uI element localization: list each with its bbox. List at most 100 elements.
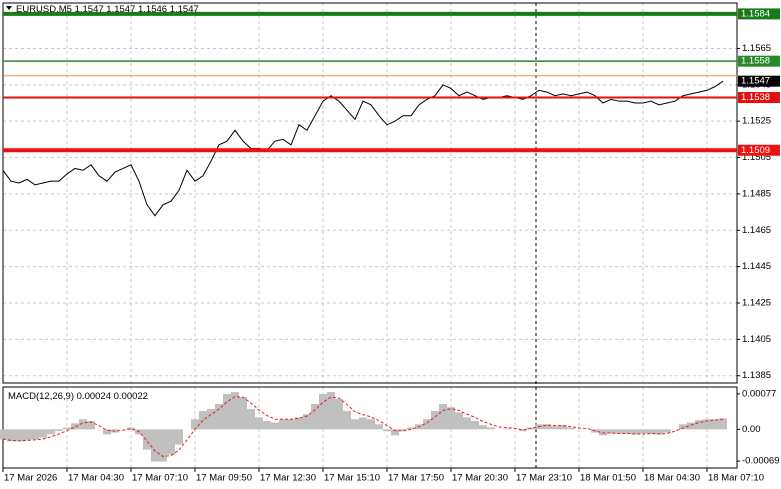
macd-bar: [143, 429, 151, 450]
macd-bar: [695, 420, 703, 430]
x-tick-label: 17 Mar 23:10: [516, 473, 572, 484]
macd-bar: [551, 426, 559, 430]
x-tick-label: 18 Mar 04:30: [644, 473, 700, 484]
macd-bar: [151, 429, 159, 462]
macd-bar: [615, 429, 623, 434]
macd-bar: [15, 429, 23, 442]
y-tick-label: 1.1405: [742, 334, 771, 345]
x-tick-label: 17 Mar 2026: [4, 473, 57, 484]
macd-bar: [663, 429, 671, 433]
macd-bar: [623, 429, 631, 434]
y-tick-label: 1.1485: [742, 188, 771, 199]
x-tick-label: 17 Mar 12:30: [260, 473, 316, 484]
macd-bar: [639, 429, 647, 434]
level-tag-label: 1.1584: [741, 8, 770, 19]
macd-bar: [335, 398, 343, 430]
macd-bar: [423, 419, 431, 430]
macd-bar: [327, 392, 335, 430]
macd-bar: [407, 427, 415, 430]
macd-bar: [711, 419, 719, 430]
macd-bar: [319, 393, 327, 430]
macd-bar: [263, 421, 271, 430]
grid-layer: [2, 3, 737, 468]
main-panel-frame: [2, 2, 738, 384]
macd-last: 0.00024: [77, 391, 111, 402]
ohlc-open: 1.1547: [75, 4, 104, 15]
signal-last: 0.00022: [114, 391, 148, 402]
macd-y-tick-label: 0.00: [742, 424, 761, 435]
macd-bar: [199, 410, 207, 430]
y-tick-label: 1.1505: [742, 152, 771, 163]
macd-bar: [279, 419, 287, 430]
price-tag: [738, 75, 780, 87]
macd-bar: [271, 422, 279, 430]
level-tag-label: 1.1509: [741, 145, 770, 156]
ohlc-high: 1.1547: [106, 4, 135, 15]
macd-bar: [607, 429, 615, 434]
macd-bar: [7, 429, 15, 442]
macd-bar: [223, 393, 231, 430]
macd-bar: [719, 418, 727, 430]
macd-bar: [63, 427, 71, 430]
macd-bar: [383, 429, 391, 432]
macd-bar: [175, 429, 183, 445]
macd-bar: [487, 427, 495, 430]
x-tick-label: 17 Mar 17:50: [388, 473, 444, 484]
level-tag-label: 1.1538: [741, 92, 770, 103]
macd-bar: [311, 404, 319, 430]
macd-bar: [367, 419, 375, 430]
macd-bar: [351, 419, 359, 430]
macd-bar: [503, 428, 511, 430]
macd-bar: [39, 429, 47, 438]
macd-bar: [391, 429, 399, 436]
macd-bar: [479, 425, 487, 430]
y-tick-label: 1.1385: [742, 370, 771, 381]
macd-bar: [455, 412, 463, 430]
macd-header: MACD(12,26,9) 0.00024 0.00022: [8, 391, 148, 402]
macd-bar: [207, 409, 215, 430]
x-tick-label: 17 Mar 04:30: [68, 473, 124, 484]
macd-bar: [447, 407, 455, 430]
macd-bar: [687, 422, 695, 430]
macd-bar: [543, 424, 551, 430]
chart-title: EURUSD,M5: [16, 4, 72, 15]
x-tick-label: 17 Mar 09:50: [196, 473, 252, 484]
y-tick-label: 1.1565: [742, 43, 771, 54]
macd-bar: [647, 429, 655, 434]
header-arrow: [6, 6, 12, 10]
macd-bar: [631, 429, 639, 435]
macd-bar: [247, 409, 255, 430]
level-tag-label: 1.1558: [741, 56, 770, 67]
macd-bar: [239, 397, 247, 430]
macd-bar: [55, 429, 63, 432]
macd-y-tick-label: -0.00069: [742, 456, 780, 467]
price-tag-label: 1.1547: [741, 76, 770, 87]
macd-bar: [471, 421, 479, 430]
macd-bar: [463, 417, 471, 430]
macd-bar: [679, 424, 687, 430]
ohlc-low: 1.1546: [138, 4, 167, 15]
macd-bar: [79, 419, 87, 430]
macd-bar: [303, 414, 311, 430]
macd-bar: [0, 429, 7, 440]
level-tag: [738, 92, 780, 104]
macd-bar: [519, 429, 527, 432]
macd-bar: [167, 429, 175, 455]
macd-bar: [559, 425, 567, 430]
ohlc-close: 1.1547: [170, 4, 199, 15]
y-tick-label: 1.1465: [742, 225, 771, 236]
macd-bar: [599, 429, 607, 436]
macd-bar: [255, 417, 263, 430]
macd-bar: [359, 417, 367, 430]
macd-name: MACD(12,26,9): [8, 391, 74, 402]
macd-bar: [231, 392, 239, 430]
macd-bar: [191, 419, 199, 430]
signal-line: [2, 396, 724, 458]
macd-bar: [215, 404, 223, 430]
price-line: [2, 80, 724, 217]
x-tick-label: 17 Mar 15:10: [324, 473, 380, 484]
macd-bar: [103, 429, 111, 435]
macd-bar: [47, 429, 55, 435]
macd-bar: [159, 429, 167, 462]
